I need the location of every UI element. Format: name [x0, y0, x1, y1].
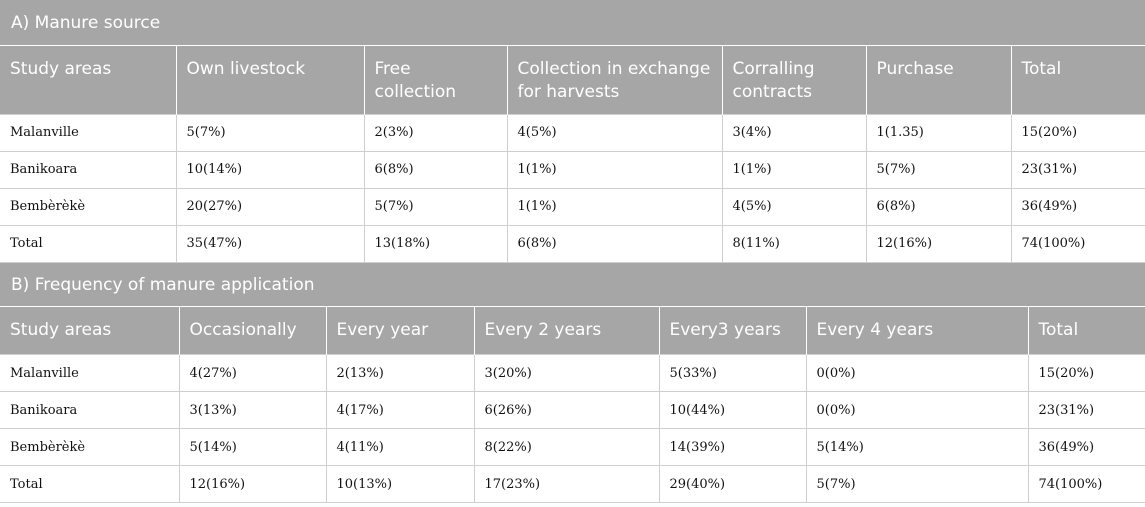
- table-cell: Banikoara: [0, 391, 180, 429]
- table-cell: 4(5%): [721, 187, 867, 226]
- table-cell: 5(33%): [658, 354, 807, 392]
- table-cell: 13(18%): [363, 224, 508, 263]
- header-cell: Every3 years: [659, 306, 807, 355]
- header-row: Study areas Own livestock Free collectio…: [0, 46, 1145, 114]
- table-cell: 1(1%): [506, 150, 723, 189]
- table-cell: 20(27%): [175, 187, 365, 226]
- table-cell: 4(17%): [325, 391, 475, 429]
- table-row: Bembèrèkè 20(27%) 5(7%) 1(1%) 4(5%) 6(8%…: [0, 187, 1145, 226]
- table-cell: 14(39%): [658, 428, 807, 466]
- header-cell: Study areas: [0, 46, 177, 114]
- table-cell: 0(0%): [805, 391, 1029, 429]
- header-cell: Every 2 years: [474, 306, 660, 355]
- table-cell: 10(13%): [325, 465, 475, 503]
- section-b-title: B) Frequency of manure application: [0, 262, 1145, 307]
- table-cell: 36(49%): [1027, 428, 1145, 466]
- table-cell: 1(1%): [721, 150, 867, 189]
- header-cell: Purchase: [866, 46, 1012, 114]
- table-cell: 10(14%): [175, 150, 365, 189]
- header-cell: Total: [1011, 46, 1145, 114]
- table-row: Total 35(47%) 13(18%) 6(8%) 8(11%) 12(16…: [0, 224, 1145, 263]
- table-cell: 5(14%): [178, 428, 327, 466]
- table-cell: 6(8%): [865, 187, 1012, 226]
- table-cell: 6(26%): [473, 391, 660, 429]
- table-cell: 5(7%): [865, 150, 1012, 189]
- header-cell: Free collection: [364, 46, 508, 114]
- table-cell: 0(0%): [805, 354, 1029, 392]
- table-cell: 5(7%): [805, 465, 1029, 503]
- table-cell: 12(16%): [865, 224, 1012, 263]
- table-cell: 35(47%): [175, 224, 365, 263]
- table-cell: 5(14%): [805, 428, 1029, 466]
- manure-source-table: Study areas Own livestock Free collectio…: [0, 46, 1145, 263]
- table-cell: 1(1.35): [865, 113, 1012, 152]
- table-cell: 4(27%): [178, 354, 327, 392]
- table-cell: 8(11%): [721, 224, 867, 263]
- table-cell: 3(13%): [178, 391, 327, 429]
- application-frequency-table: Study areas Occasionally Every year Ever…: [0, 306, 1145, 503]
- header-cell: Corralling contracts: [722, 46, 867, 114]
- header-cell: Own livestock: [176, 46, 365, 114]
- table-cell: 1(1%): [506, 187, 723, 226]
- table-cell: 4(5%): [506, 113, 723, 152]
- table-cell: 6(8%): [506, 224, 723, 263]
- header-cell: Occasionally: [179, 306, 327, 355]
- header-cell: Study areas: [0, 306, 180, 355]
- table-row: Banikoara 10(14%) 6(8%) 1(1%) 1(1%) 5(7%…: [0, 150, 1145, 189]
- table-cell: 2(13%): [325, 354, 475, 392]
- header-cell: Collection in exchange for harvests: [507, 46, 723, 114]
- table-cell: 74(100%): [1010, 224, 1145, 263]
- table-cell: 4(11%): [325, 428, 475, 466]
- table-cell: 23(31%): [1010, 150, 1145, 189]
- table-row: Banikoara 3(13%) 4(17%) 6(26%) 10(44%) 0…: [0, 391, 1145, 429]
- header-cell: Every year: [326, 306, 475, 355]
- table-cell: 15(20%): [1010, 113, 1145, 152]
- section-a-title: A) Manure source: [0, 0, 1145, 46]
- table-cell: 3(20%): [473, 354, 660, 392]
- header-cell: Total: [1028, 306, 1145, 355]
- table-cell: 6(8%): [363, 150, 508, 189]
- table-row: Total 12(16%) 10(13%) 17(23%) 29(40%) 5(…: [0, 465, 1145, 503]
- table-cell: 23(31%): [1027, 391, 1145, 429]
- table-cell: Malanville: [0, 354, 180, 392]
- table-cell: 29(40%): [658, 465, 807, 503]
- table-row: Bembèrèkè 5(14%) 4(11%) 8(22%) 14(39%) 5…: [0, 428, 1145, 466]
- table-row: Malanville 5(7%) 2(3%) 4(5%) 3(4%) 1(1.3…: [0, 113, 1145, 152]
- table-cell: 5(7%): [363, 187, 508, 226]
- table-cell: Banikoara: [0, 150, 177, 189]
- table-cell: Bembèrèkè: [0, 428, 180, 466]
- table-cell: Total: [0, 224, 177, 263]
- header-cell: Every 4 years: [806, 306, 1029, 355]
- table-cell: 10(44%): [658, 391, 807, 429]
- table-cell: 5(7%): [175, 113, 365, 152]
- table-cell: 2(3%): [363, 113, 508, 152]
- header-row: Study areas Occasionally Every year Ever…: [0, 306, 1145, 355]
- table-cell: Bembèrèkè: [0, 187, 177, 226]
- table-cell: 12(16%): [178, 465, 327, 503]
- table-cell: 15(20%): [1027, 354, 1145, 392]
- table-cell: 8(22%): [473, 428, 660, 466]
- table-cell: 74(100%): [1027, 465, 1145, 503]
- table-cell: Malanville: [0, 113, 177, 152]
- table-cell: 36(49%): [1010, 187, 1145, 226]
- table-cell: Total: [0, 465, 180, 503]
- table-cell: 17(23%): [473, 465, 660, 503]
- table-row: Malanville 4(27%) 2(13%) 3(20%) 5(33%) 0…: [0, 354, 1145, 392]
- table-cell: 3(4%): [721, 113, 867, 152]
